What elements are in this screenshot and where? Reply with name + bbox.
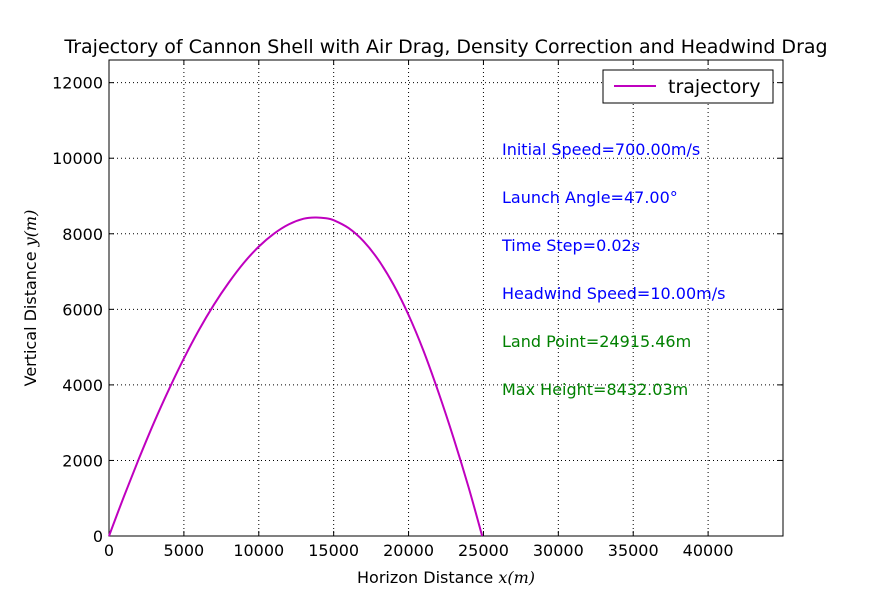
legend-box — [602, 69, 774, 104]
annotation-text-0: Initial Speed=700.00m/s — [502, 140, 700, 159]
annotation-math-2: s — [632, 236, 640, 255]
chart-title: Trajectory of Cannon Shell with Air Drag… — [63, 36, 827, 58]
plot-frame — [108, 59, 784, 537]
legend: trajectory — [602, 69, 774, 104]
y-tick-label-2: 4000 — [62, 376, 103, 395]
annotation-5: Max Height=8432.03m — [502, 380, 688, 399]
y-tick-label-4: 8000 — [62, 225, 103, 244]
axis-ticks: 0 5000 10000 15000 20000 25000 30000 35000 40000… — [52, 60, 783, 560]
x-tick-label-5: 25000 — [458, 541, 509, 560]
x-tick-label-2: 10000 — [233, 541, 284, 560]
y-tick-label-3: 6000 — [62, 300, 103, 319]
x-tick-label-4: 20000 — [383, 541, 434, 560]
x-tick-label-0: 0 — [104, 541, 114, 560]
y-tick-label-1: 2000 — [62, 451, 103, 470]
legend-label-trajectory: trajectory — [668, 76, 760, 98]
y-axis-label: Vertical Distance y(m) — [21, 210, 40, 387]
y-axis-label-text: Vertical Distance — [21, 246, 40, 386]
annotation-4: Land Point=24915.46m — [502, 332, 691, 351]
annotation-text-3: Headwind Speed=10.00m/s — [502, 284, 725, 303]
trajectory-line — [108, 216, 484, 537]
annotation-0: Initial Speed=700.00m/s — [502, 140, 700, 159]
y-tick-label-0: 0 — [93, 527, 103, 546]
annotation-text-5: Max Height=8432.03m — [502, 380, 688, 399]
annotations: Initial Speed=700.00m/s Launch Angle=47.0… — [501, 140, 725, 399]
annotation-2: Time Step=0.02s — [501, 236, 640, 255]
x-axis-label: Horizon Distance x(m) — [357, 568, 535, 587]
annotation-text-2: Time Step=0.02 — [501, 236, 632, 255]
annotation-text-4: Land Point=24915.46m — [502, 332, 691, 351]
x-tick-label-6: 30000 — [533, 541, 584, 560]
y-tick-label-6: 12000 — [52, 74, 103, 93]
annotation-3: Headwind Speed=10.00m/s — [502, 284, 725, 303]
x-tick-label-7: 35000 — [608, 541, 659, 560]
y-tick-label-5: 10000 — [52, 149, 103, 168]
x-tick-label-3: 15000 — [308, 541, 359, 560]
x-axis-label-math: x(m) — [498, 568, 535, 587]
annotation-text-1: Launch Angle=47.00° — [502, 188, 678, 207]
y-axis-label-math: y(m) — [21, 210, 40, 248]
x-tick-label-1: 5000 — [164, 541, 205, 560]
annotation-1: Launch Angle=47.00° — [502, 188, 678, 207]
x-tick-label-8: 40000 — [683, 541, 734, 560]
x-axis-label-text: Horizon Distance — [357, 568, 498, 587]
